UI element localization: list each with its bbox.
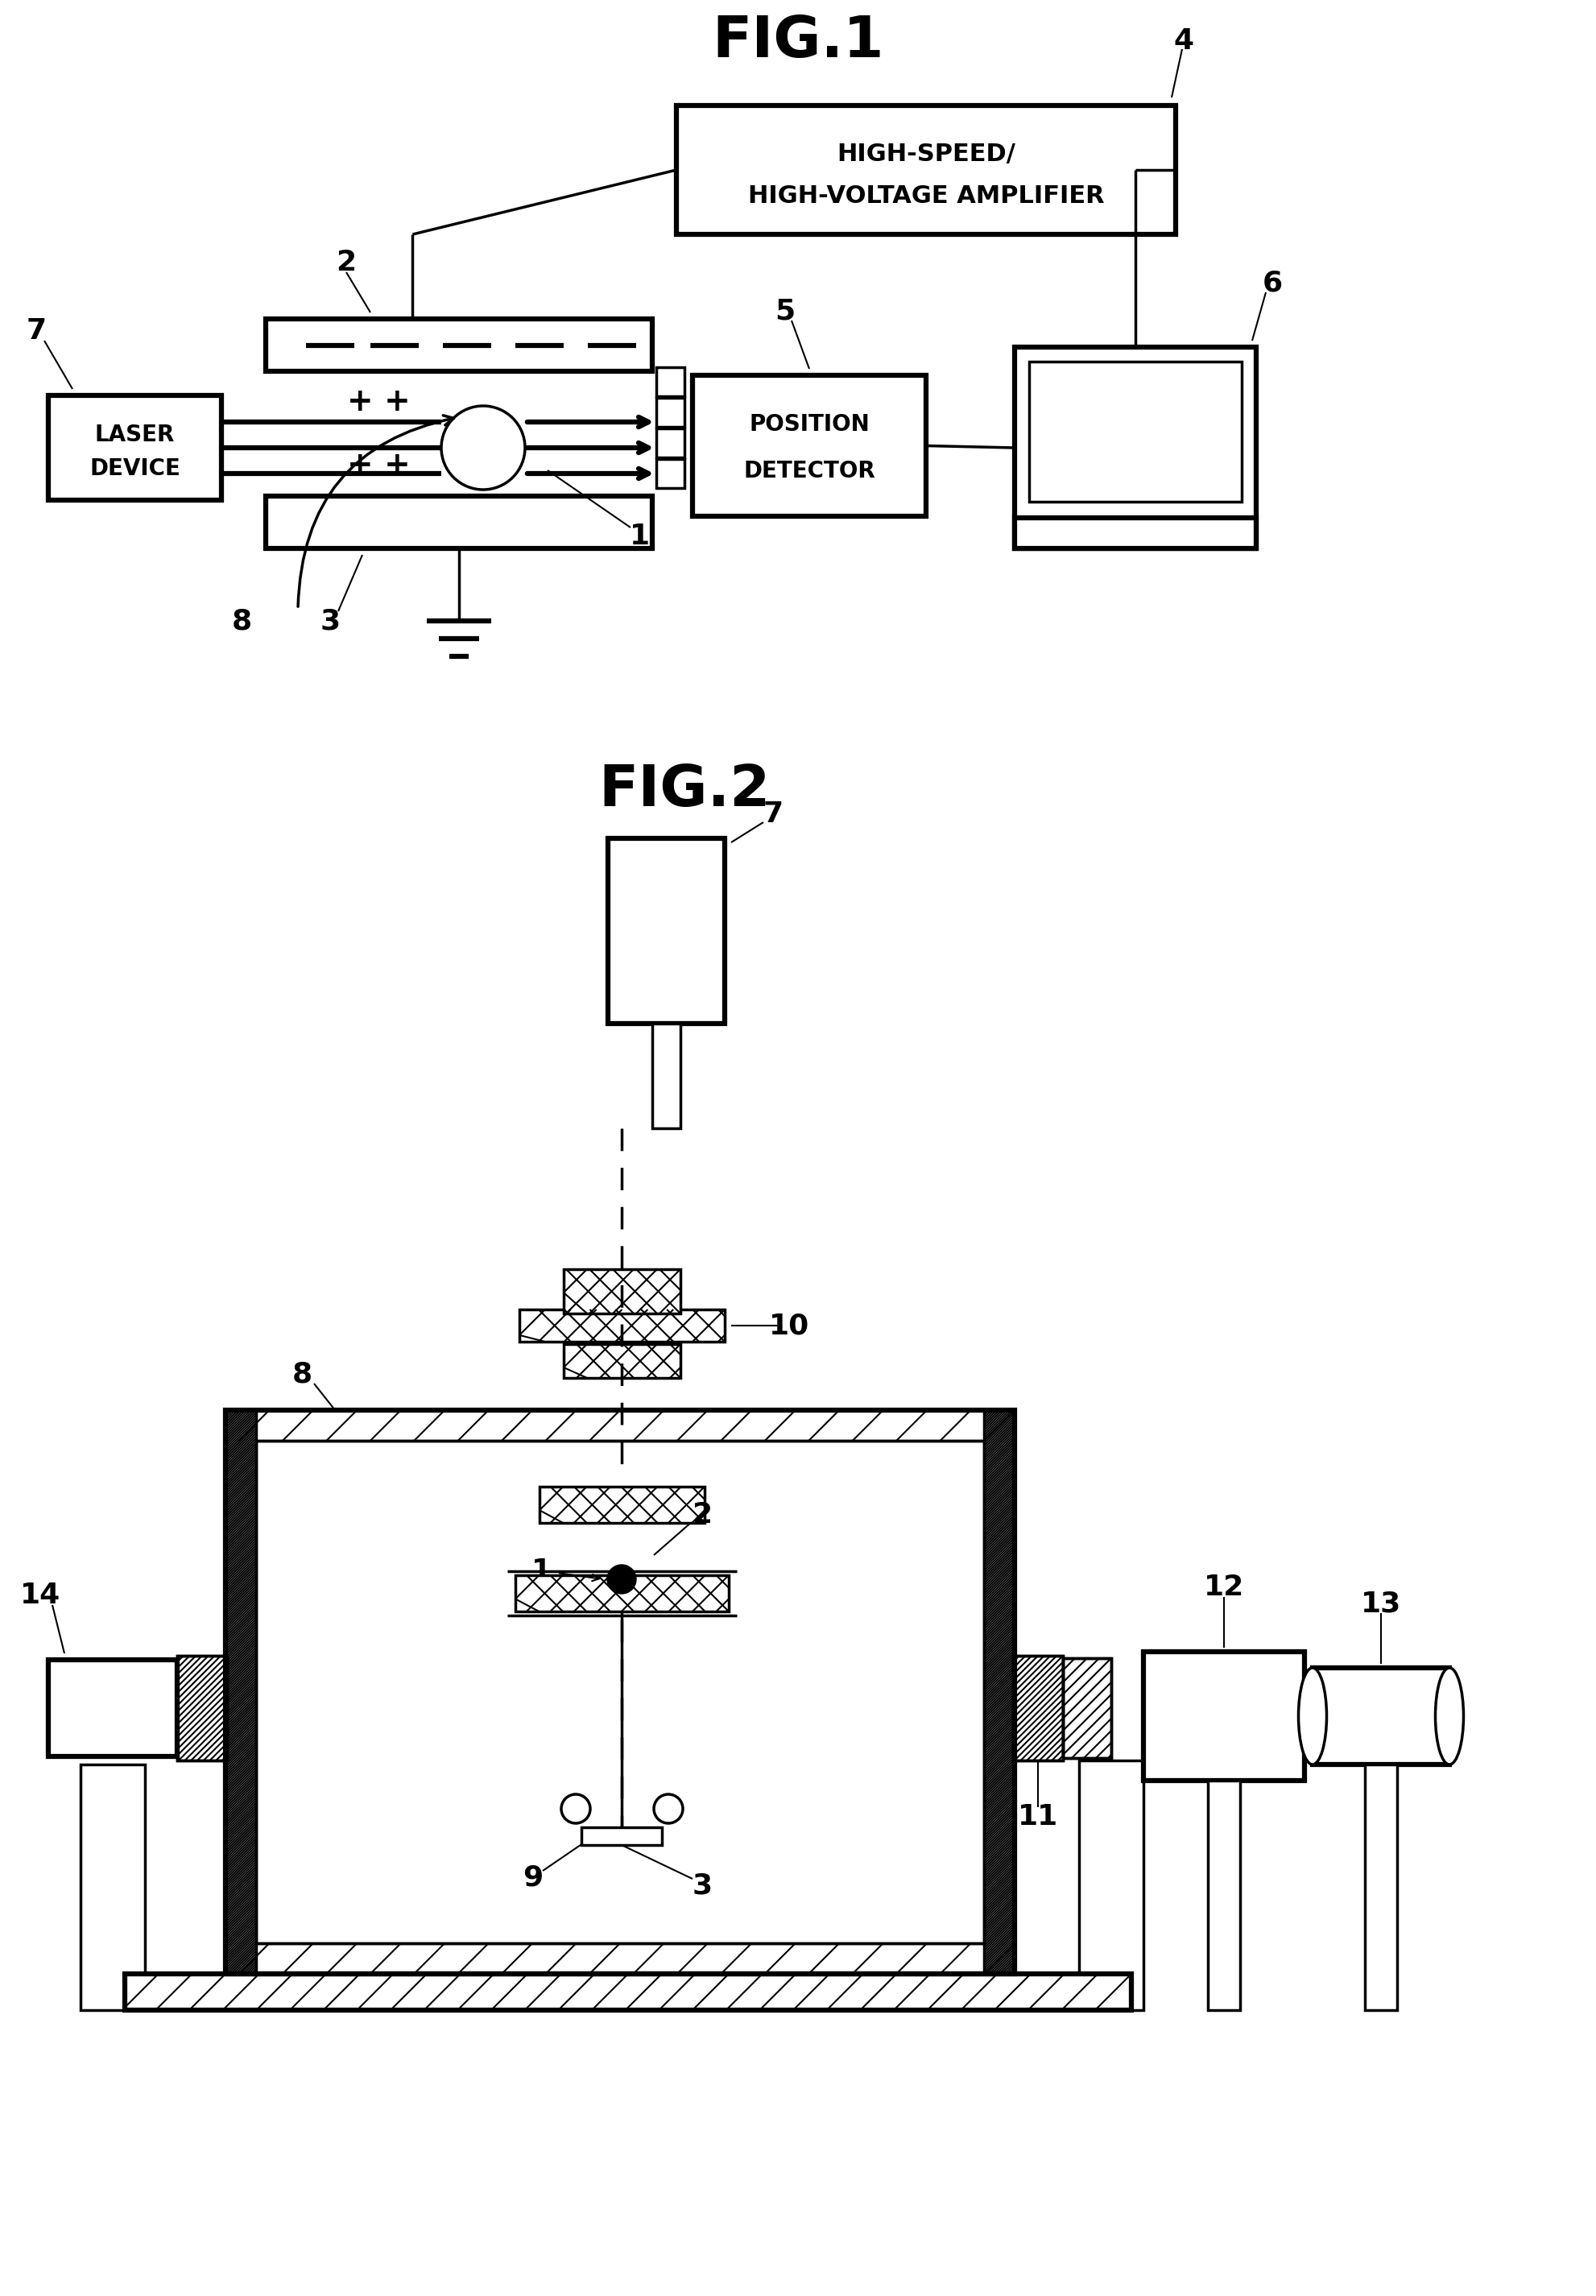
Bar xyxy=(581,1828,662,1846)
Ellipse shape xyxy=(1298,1667,1326,1766)
Text: LASER: LASER xyxy=(94,425,176,445)
Bar xyxy=(124,1975,1132,2009)
Circle shape xyxy=(560,1793,591,1823)
Bar xyxy=(1312,1667,1449,1766)
Bar xyxy=(1063,1658,1111,1759)
Text: 3: 3 xyxy=(691,1871,712,1899)
Text: 12: 12 xyxy=(1203,1573,1243,1600)
Text: 13: 13 xyxy=(1360,1589,1401,1616)
Text: DETECTOR: DETECTOR xyxy=(744,459,875,482)
Bar xyxy=(265,496,651,549)
Bar xyxy=(539,1486,704,1522)
Text: 8: 8 xyxy=(231,606,252,634)
Bar xyxy=(656,429,685,457)
Bar xyxy=(1012,1655,1063,1761)
Text: 5: 5 xyxy=(774,296,795,324)
Bar xyxy=(124,1975,1132,2009)
Circle shape xyxy=(440,406,525,489)
Bar xyxy=(48,395,222,501)
Bar xyxy=(656,367,685,397)
Text: 4: 4 xyxy=(1173,28,1194,55)
Bar xyxy=(608,838,725,1024)
Text: FIG.2: FIG.2 xyxy=(598,762,769,817)
Bar xyxy=(693,374,926,517)
Bar xyxy=(255,1440,983,1942)
Text: + +: + + xyxy=(346,386,410,418)
Bar xyxy=(563,1343,680,1378)
Text: 3: 3 xyxy=(319,606,340,634)
Text: HIGH-SPEED/: HIGH-SPEED/ xyxy=(836,142,1015,165)
Bar xyxy=(1013,347,1256,549)
Bar xyxy=(225,1410,255,1975)
Bar xyxy=(177,1655,227,1761)
Text: 2: 2 xyxy=(691,1502,712,1529)
Bar xyxy=(1063,1658,1111,1759)
Bar xyxy=(656,459,685,489)
Bar xyxy=(80,1766,145,2009)
Text: 7: 7 xyxy=(763,801,782,829)
Bar xyxy=(225,1410,1013,1975)
Circle shape xyxy=(653,1793,683,1823)
Bar xyxy=(983,1410,1013,1975)
Circle shape xyxy=(606,1566,635,1593)
Text: 14: 14 xyxy=(21,1582,61,1609)
Text: 11: 11 xyxy=(1017,1802,1058,1830)
Bar xyxy=(1012,1655,1063,1761)
Bar xyxy=(225,1942,1013,1975)
Text: + +: + + xyxy=(346,450,410,480)
Bar xyxy=(225,1410,1013,1440)
Bar xyxy=(1079,1761,1143,2009)
Text: DEVICE: DEVICE xyxy=(89,457,180,480)
Bar xyxy=(656,397,685,427)
Bar xyxy=(1028,360,1242,503)
Text: HIGH-VOLTAGE AMPLIFIER: HIGH-VOLTAGE AMPLIFIER xyxy=(747,184,1104,207)
Text: 1: 1 xyxy=(531,1557,551,1584)
Bar xyxy=(651,1024,680,1127)
Text: POSITION: POSITION xyxy=(749,413,870,436)
Bar xyxy=(177,1655,227,1761)
Bar xyxy=(1207,1782,1240,2009)
Bar xyxy=(1013,519,1256,549)
Text: 9: 9 xyxy=(522,1864,543,1892)
Bar xyxy=(265,319,651,372)
Bar xyxy=(1365,1766,1396,2009)
Bar xyxy=(519,1309,725,1341)
Ellipse shape xyxy=(1435,1667,1464,1766)
Text: 1: 1 xyxy=(630,523,650,551)
Text: 7: 7 xyxy=(26,317,46,344)
Bar xyxy=(1143,1651,1304,1782)
Bar xyxy=(48,1660,177,1756)
Text: 6: 6 xyxy=(1261,269,1282,296)
Bar xyxy=(516,1575,728,1612)
Text: FIG.1: FIG.1 xyxy=(712,14,884,69)
Bar xyxy=(563,1270,680,1313)
Bar xyxy=(677,106,1175,234)
Text: 2: 2 xyxy=(337,248,356,276)
Text: 10: 10 xyxy=(769,1311,809,1339)
Text: 8: 8 xyxy=(292,1359,311,1387)
